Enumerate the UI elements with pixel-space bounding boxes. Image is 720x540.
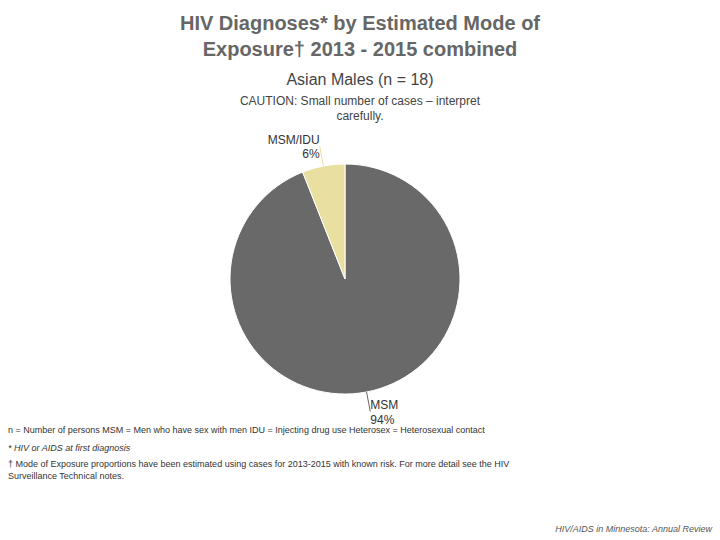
svg-text:MSM94%: MSM94% bbox=[370, 398, 398, 424]
html-text:HIV/AIDS in Minnesota: Annual: HIV/AIDS in Minnesota: Annual Review bbox=[555, 524, 712, 534]
html-text:CAUTION: Small number of cases: CAUTION: Small number of cases – interpr… bbox=[240, 94, 480, 108]
html-text:† Mode of Exposure proportions: † Mode of Exposure proportions have been… bbox=[8, 459, 510, 469]
html-text:carefully.: carefully. bbox=[336, 109, 384, 123]
html-text:* HIV or AIDS at first diagnos: * HIV or AIDS at first diagnosis bbox=[8, 443, 131, 453]
html-text:Asian Males (n = 18): Asian Males (n = 18) bbox=[286, 71, 434, 88]
html-text:HIV Diagnoses* by Estimated Mo: HIV Diagnoses* by Estimated Mode of bbox=[180, 12, 540, 34]
svg-text:MSM/IDU6%: MSM/IDU6% bbox=[268, 133, 320, 161]
html-text:n = Number of persons MSM = Me: n = Number of persons MSM = Men who have… bbox=[8, 425, 485, 435]
html-text:Surveillance Technical notes.: Surveillance Technical notes. bbox=[8, 471, 124, 481]
html-text:Exposure† 2013 - 2015 combined: Exposure† 2013 - 2015 combined bbox=[202, 38, 518, 60]
